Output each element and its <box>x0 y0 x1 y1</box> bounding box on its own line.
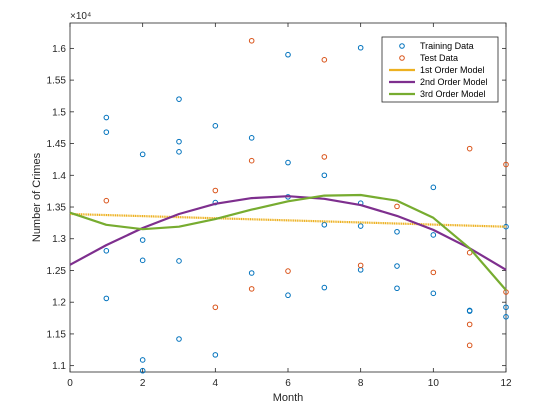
data-point <box>139 357 146 363</box>
legend-marker <box>399 43 405 49</box>
series-layer <box>69 37 509 374</box>
y-tick-label: 1.55 <box>47 76 67 87</box>
data-point <box>248 286 255 292</box>
y-tick-label: 1.5 <box>52 107 66 118</box>
data-point <box>103 114 110 121</box>
data-point <box>430 290 437 297</box>
data-point <box>285 51 291 58</box>
legend-label: 1st Order Model <box>420 65 485 75</box>
data-point <box>285 292 291 299</box>
data-point <box>466 249 473 256</box>
data-point <box>466 342 473 349</box>
data-point <box>248 135 255 141</box>
legend-label: Test Data <box>420 53 458 63</box>
data-point <box>103 197 110 204</box>
x-tick-label: 4 <box>213 378 219 389</box>
legend-label: Training Data <box>420 41 474 51</box>
data-point <box>503 161 509 168</box>
data-point <box>103 129 110 135</box>
x-tick-label: 0 <box>67 378 73 389</box>
data-point <box>357 223 364 229</box>
data-point <box>321 57 328 63</box>
series-1st-order-model <box>69 212 507 228</box>
x-tick-label: 8 <box>358 378 364 389</box>
data-point <box>139 367 146 374</box>
x-axis-label: Month <box>273 392 304 404</box>
data-point <box>466 145 473 152</box>
x-tick-label: 6 <box>285 378 291 389</box>
x-tick-label: 2 <box>140 378 146 389</box>
y-tick-label: 1.2 <box>52 298 66 309</box>
series-test-data <box>103 37 509 349</box>
axes: 0 2 4 6 8 10 12 1.1 1.15 1.2 1.25 1.3 1.35 1.4 1.45 1.5… <box>47 23 512 389</box>
data-point <box>285 159 291 166</box>
y-tick-label: 1.6 <box>52 44 66 55</box>
y-tick-label: 1.35 <box>47 203 67 214</box>
y-exponent-label: ×10⁴ <box>70 11 91 22</box>
series-line <box>69 193 507 291</box>
legend-marker <box>399 55 405 61</box>
data-point <box>103 295 110 302</box>
data-point <box>430 232 437 238</box>
data-point <box>139 237 146 243</box>
data-point <box>103 248 110 254</box>
legend-label: 3rd Order Model <box>420 89 486 99</box>
series-3rd-order-model <box>69 193 507 291</box>
data-point <box>321 172 328 179</box>
series-2nd-order-model <box>69 195 507 271</box>
data-point <box>357 262 364 269</box>
data-point <box>430 184 437 191</box>
data-point <box>394 263 400 269</box>
data-point <box>430 269 437 276</box>
data-point <box>176 149 182 155</box>
y-tick-label: 1.3 <box>52 234 66 245</box>
legend: Training Data Test Data 1st Order Model 2nd… <box>381 36 499 103</box>
data-point <box>503 304 509 311</box>
data-point <box>285 268 291 274</box>
data-point <box>139 257 146 264</box>
data-point <box>466 308 473 314</box>
y-tick-label: 1.45 <box>47 139 67 150</box>
x-tick-label: 12 <box>500 378 512 389</box>
data-point <box>212 304 219 311</box>
data-point <box>248 37 255 44</box>
y-axis-label: Number of Crimes <box>31 152 43 242</box>
series-line <box>69 212 507 228</box>
data-point <box>466 321 473 328</box>
legend-label: 2nd Order Model <box>420 77 488 87</box>
data-point <box>394 285 400 292</box>
data-point <box>503 313 509 320</box>
data-point <box>248 157 255 164</box>
data-point <box>176 258 182 264</box>
data-point <box>357 44 364 51</box>
y-tick-label: 1.15 <box>47 329 67 340</box>
data-point <box>394 228 400 235</box>
series-line <box>69 195 507 271</box>
data-point <box>176 336 182 342</box>
data-point <box>212 352 219 358</box>
data-point <box>321 154 328 160</box>
data-point <box>176 138 182 145</box>
data-point <box>176 96 182 102</box>
data-point <box>248 270 255 276</box>
x-tick-label: 10 <box>428 378 440 389</box>
data-point <box>212 187 219 194</box>
y-tick-label: 1.25 <box>47 266 67 277</box>
data-point <box>394 203 400 210</box>
y-tick-label: 1.4 <box>52 171 66 182</box>
data-point <box>139 151 146 158</box>
data-point <box>321 284 328 291</box>
y-tick-label: 1.1 <box>52 361 66 372</box>
data-point <box>212 122 219 129</box>
